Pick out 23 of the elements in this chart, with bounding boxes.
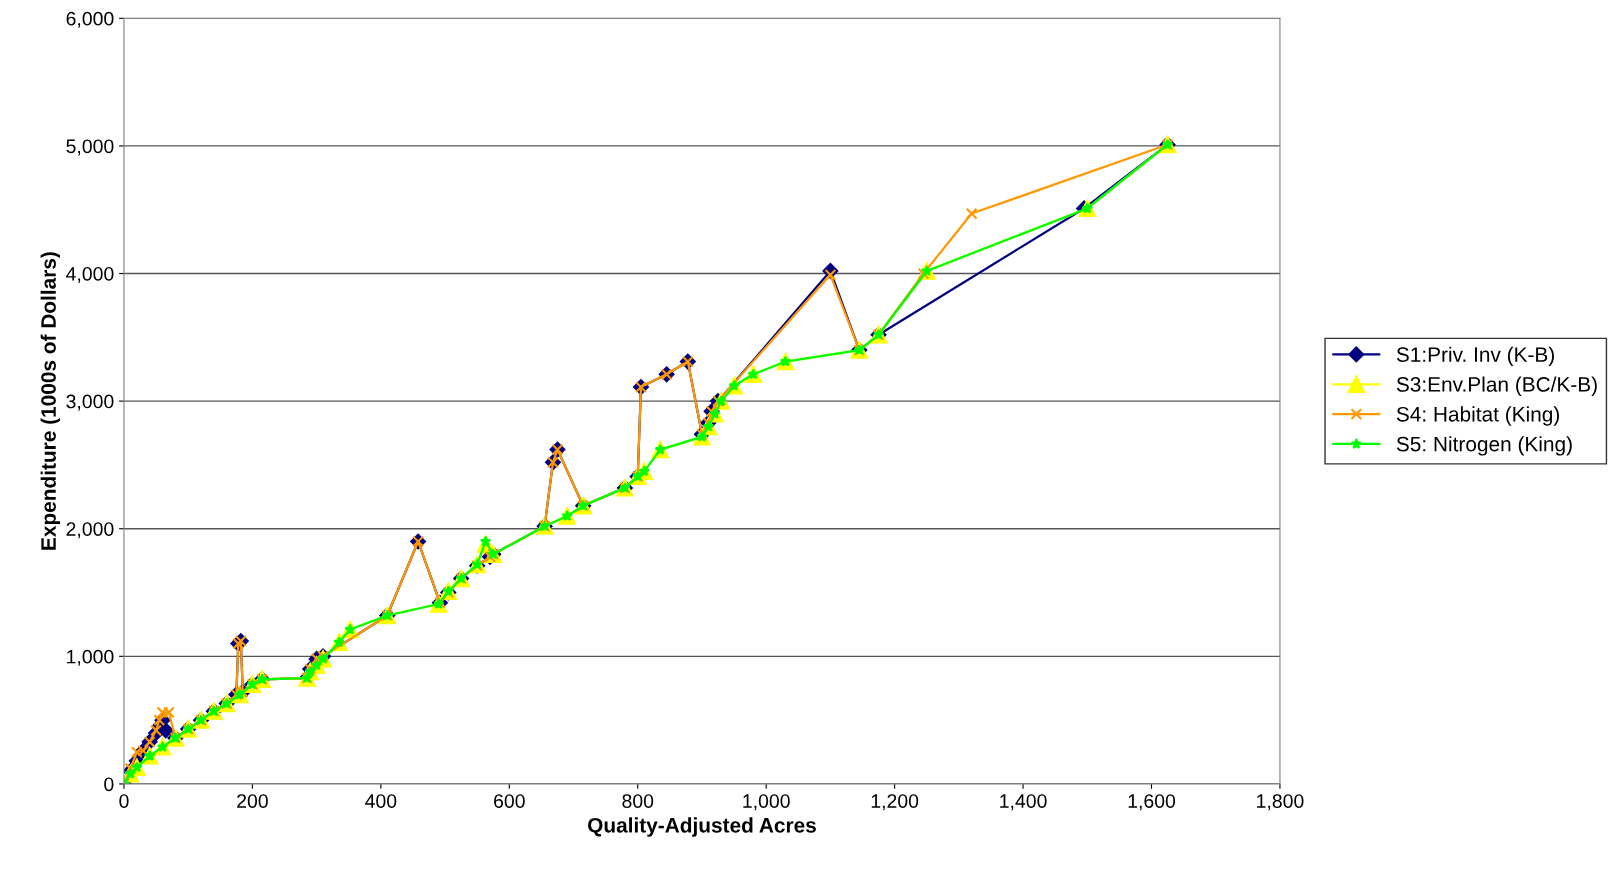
x-tick-label: 1,800 [1257,794,1304,811]
y-tick-label: 2,000 [66,522,114,539]
y-tick-label: 6,000 [66,11,114,28]
x-tick-label: 200 [237,794,268,808]
x-tick-label: 1,200 [871,794,919,811]
x-tick-label: 600 [494,794,525,808]
legend-label: S4: Habitat (King) [1396,406,1560,426]
y-tick-label: 0 [104,777,114,792]
x-axis-title: Quality-Adjusted Acres [588,817,816,837]
y-tick-label: 4,000 [66,266,114,284]
y-tick-label: 5,000 [66,139,114,156]
x-tick-label: 1,600 [1128,794,1176,811]
y-tick-label: 1,000 [67,649,114,666]
y-tick-label: 3,000 [66,394,114,411]
x-tick-label: 800 [622,794,654,808]
x-tick-label: 0 [119,794,129,808]
x-tick-label: 400 [365,794,397,808]
legend-label: S5: Nitrogen (King) [1396,436,1572,456]
x-tick-label: 1,400 [1000,794,1047,811]
legend-label: S1:Priv. Inv (K-B) [1396,346,1554,367]
legend-label: S3:Env.Plan (BC/K-B) [1396,376,1597,396]
x-tick-label: 1,000 [743,794,790,811]
y-axis-title: Expenditure (1000s of Dollars) [40,252,61,550]
